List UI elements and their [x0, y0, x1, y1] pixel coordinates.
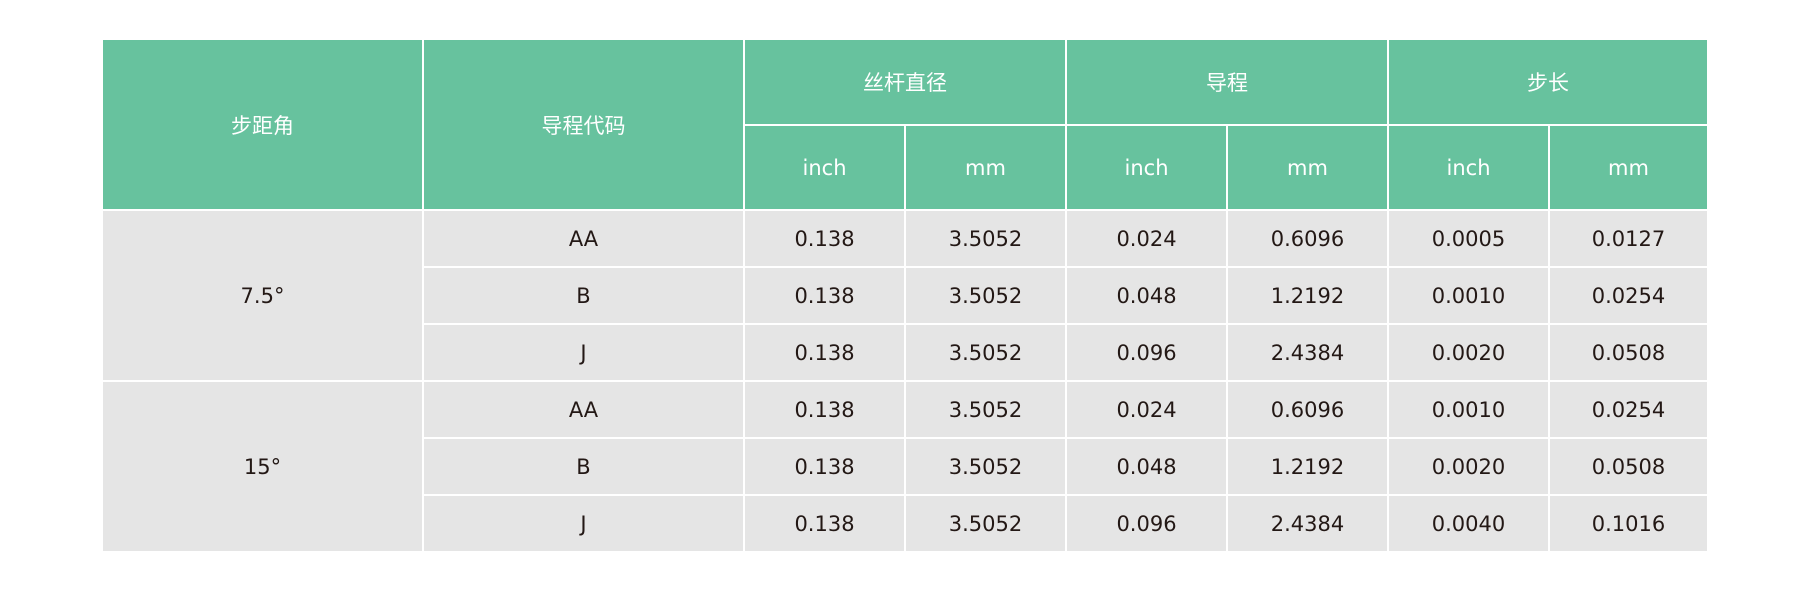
- value-cell: 0.1016: [1548, 494, 1709, 553]
- header-screw-diameter: 丝杆直径: [743, 38, 1067, 126]
- value-cell: 3.5052: [904, 266, 1067, 325]
- table-row: J 0.138 3.5052 0.096 2.4384 0.0040 0.1016: [102, 494, 1709, 553]
- value-cell: 2.4384: [1226, 494, 1389, 553]
- value-cell: 0.6096: [1226, 209, 1389, 268]
- value-cell: 3.5052: [904, 209, 1067, 268]
- lead-code-cell: J: [422, 494, 745, 553]
- header-lead: 导程: [1065, 38, 1389, 126]
- value-cell: 0.0508: [1548, 437, 1709, 496]
- value-cell: 0.024: [1065, 380, 1228, 439]
- value-cell: 3.5052: [904, 494, 1067, 553]
- value-cell: 0.138: [743, 209, 906, 268]
- value-cell: 0.0020: [1387, 323, 1550, 382]
- header-unit-inch: inch: [1387, 124, 1550, 211]
- header-step-angle: 步距角: [101, 38, 424, 211]
- step-angle-cell: 7.5°: [101, 209, 424, 382]
- value-cell: 0.138: [743, 266, 906, 325]
- step-angle-cell: 15°: [101, 380, 424, 553]
- spec-table: 步距角 导程代码 丝杆直径 导程 步长 inch mm inch mm inch…: [101, 38, 1709, 553]
- header-unit-mm: mm: [904, 124, 1067, 211]
- value-cell: 0.138: [743, 323, 906, 382]
- value-cell: 0.0040: [1387, 494, 1550, 553]
- value-cell: 0.0020: [1387, 437, 1550, 496]
- value-cell: 1.2192: [1226, 266, 1389, 325]
- header-unit-mm: mm: [1226, 124, 1389, 211]
- table-row: 7.5° AA 0.138 3.5052 0.024 0.6096 0.0005 0.0127: [101, 209, 1709, 382]
- header-step: 步长: [1387, 38, 1709, 126]
- lead-code-cell: AA: [422, 209, 745, 268]
- table-body: 7.5° AA 0.138 3.5052 0.024 0.6096 0.0005 0.0127…: [101, 209, 1709, 553]
- lead-code-cell: AA: [422, 380, 745, 439]
- value-cell: 0.0005: [1387, 209, 1550, 268]
- lead-code-cell: B: [422, 266, 745, 325]
- lead-code-cell: B: [422, 437, 745, 496]
- value-cell: 0.0254: [1548, 266, 1709, 325]
- value-cell: 3.5052: [904, 437, 1067, 496]
- value-cell: 0.048: [1065, 437, 1228, 496]
- value-cell: 0.048: [1065, 266, 1228, 325]
- value-cell: 1.2192: [1226, 437, 1389, 496]
- value-cell: 2.4384: [1226, 323, 1389, 382]
- value-cell: 3.5052: [904, 323, 1067, 382]
- value-cell: 0.0010: [1387, 380, 1550, 439]
- value-cell: 0.0127: [1548, 209, 1709, 268]
- value-cell: 0.096: [1065, 494, 1228, 553]
- value-cell: 0.096: [1065, 323, 1228, 382]
- value-cell: 0.138: [743, 437, 906, 496]
- value-cell: 0.6096: [1226, 380, 1389, 439]
- header-lead-code: 导程代码: [422, 38, 745, 211]
- value-cell: 0.0254: [1548, 380, 1709, 439]
- table-row: B 0.138 3.5052 0.048 1.2192 0.0020 0.0508: [102, 437, 1709, 496]
- value-cell: 0.0508: [1548, 323, 1709, 382]
- header-unit-inch: inch: [743, 124, 906, 211]
- header-unit-mm: mm: [1548, 124, 1709, 211]
- header-unit-inch: inch: [1065, 124, 1228, 211]
- table-row: B 0.138 3.5052 0.048 1.2192 0.0010 0.0254: [102, 266, 1709, 325]
- value-cell: 0.138: [743, 494, 906, 553]
- lead-code-cell: J: [422, 323, 745, 382]
- value-cell: 0.138: [743, 380, 906, 439]
- table-row: J 0.138 3.5052 0.096 2.4384 0.0020 0.0508: [102, 323, 1709, 382]
- value-cell: 0.024: [1065, 209, 1228, 268]
- table-row: 15° AA 0.138 3.5052 0.024 0.6096 0.0010 0.0254: [101, 380, 1709, 553]
- value-cell: 3.5052: [904, 380, 1067, 439]
- value-cell: 0.0010: [1387, 266, 1550, 325]
